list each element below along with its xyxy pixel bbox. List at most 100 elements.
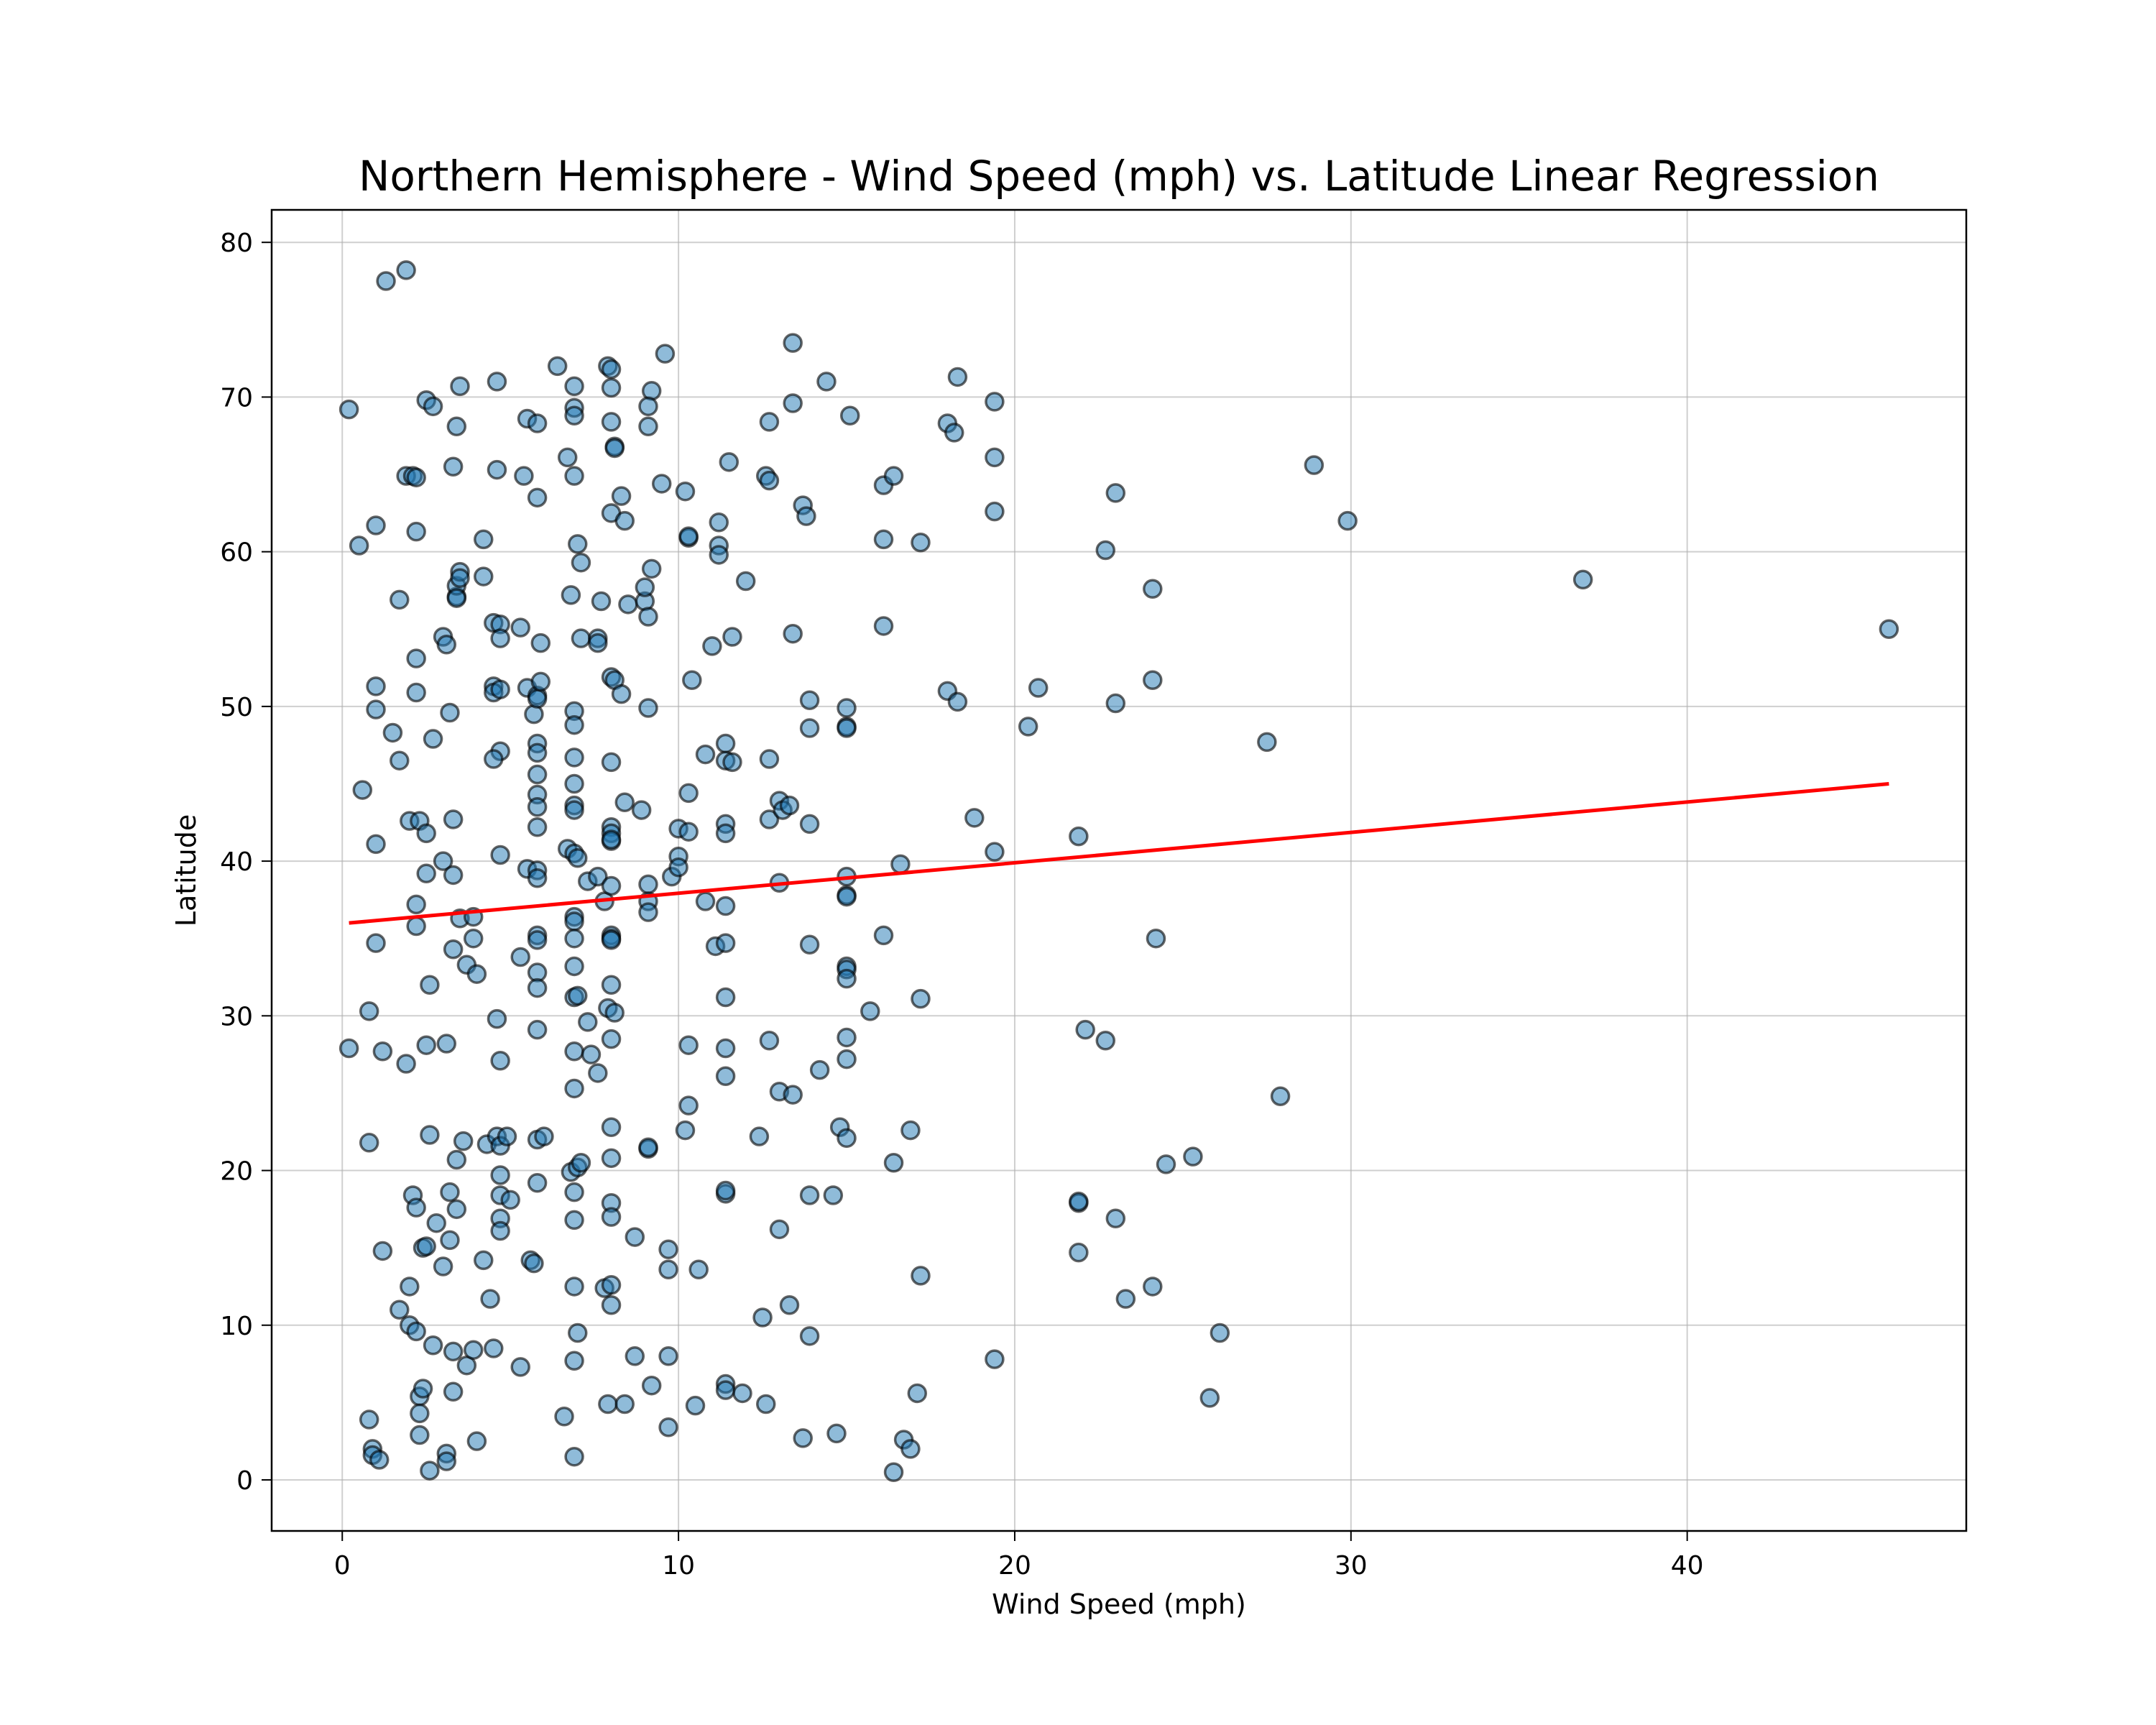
data-point [655,344,676,364]
data-point [816,372,837,392]
data-point [527,1172,548,1193]
data-point [390,589,410,610]
data-point [564,1210,584,1230]
data-point [490,845,510,865]
data-point [571,1153,591,1173]
data-point [675,481,696,502]
data-point [601,377,622,398]
x-axis-label: Wind Speed (mph) [992,1588,1246,1620]
data-point [783,623,803,644]
data-point [611,486,632,506]
axis-ticks: 0 10 20 30 40 0 10 20 30 40 50 60 70 80 [220,229,1703,1581]
data-point [860,1001,880,1021]
data-point [985,501,1005,522]
data-point [416,1236,436,1256]
data-point [527,764,548,785]
data-point [735,571,756,592]
y-tick-label: 30 [220,1002,253,1031]
data-point [1143,1276,1163,1297]
data-point [359,1409,379,1430]
data-point [366,515,386,535]
data-point [688,1259,709,1280]
data-point [406,521,426,542]
data-point [709,512,729,533]
data-point [490,1050,510,1071]
data-point [423,396,443,417]
data-point [588,866,608,887]
data-point [396,260,416,280]
data-point [1095,1030,1116,1051]
data-point [568,534,588,554]
data-point [678,1035,699,1055]
data-point [911,988,931,1009]
data-point [359,1133,379,1153]
data-point [873,529,894,550]
data-point [799,814,820,834]
data-point [837,1027,857,1048]
data-point [695,744,716,765]
data-point [638,607,658,627]
x-tick-label: 40 [1671,1551,1704,1581]
data-point [524,1253,544,1274]
data-point [390,750,410,770]
data-point [1156,1154,1176,1174]
data-point [433,1256,453,1276]
data-point [416,863,436,884]
data-point [732,1383,752,1404]
data-point [759,412,780,432]
data-point [601,975,622,995]
data-point [450,376,470,397]
data-point [571,628,591,648]
data-point [658,1417,678,1438]
data-point [799,1326,820,1346]
data-point [578,1012,598,1032]
data-point [510,947,530,967]
data-point [658,1346,678,1366]
data-point [799,1185,820,1205]
data-point [1069,1242,1089,1263]
data-point [366,676,386,696]
data-point [396,1054,416,1074]
data-point [783,393,803,413]
data-point [756,1394,776,1414]
data-point [443,939,464,960]
data-point [1105,483,1126,503]
data-point [601,1275,622,1295]
data-point [446,1149,467,1170]
data-point [985,1349,1005,1369]
data-point [1199,1388,1220,1408]
data-point [826,1423,847,1444]
data-point [530,671,551,692]
data-point [474,566,494,586]
data-point [443,809,464,829]
data-point [1115,1289,1136,1309]
data-point [601,1295,622,1315]
data-point [702,636,722,656]
data-point [911,1266,931,1286]
data-point [410,1425,430,1445]
data-point [823,1185,844,1205]
data-point [581,1044,602,1064]
y-tick-label: 20 [220,1157,253,1187]
data-point [349,535,369,556]
data-point [907,1383,928,1404]
data-point [752,1307,773,1328]
data-point [1105,693,1126,714]
data-point [406,467,426,488]
data-point [601,359,622,380]
data-point [769,1219,790,1240]
data-point [715,896,736,916]
data-point [484,1338,504,1358]
data-point [1095,540,1116,561]
data-point [564,1078,584,1099]
data-point [433,851,453,871]
data-point [527,413,548,433]
data-point [601,752,622,773]
data-point [338,399,359,420]
data-point [564,1182,584,1202]
data-point [463,1340,484,1360]
data-point [436,635,457,655]
data-point [446,416,467,437]
